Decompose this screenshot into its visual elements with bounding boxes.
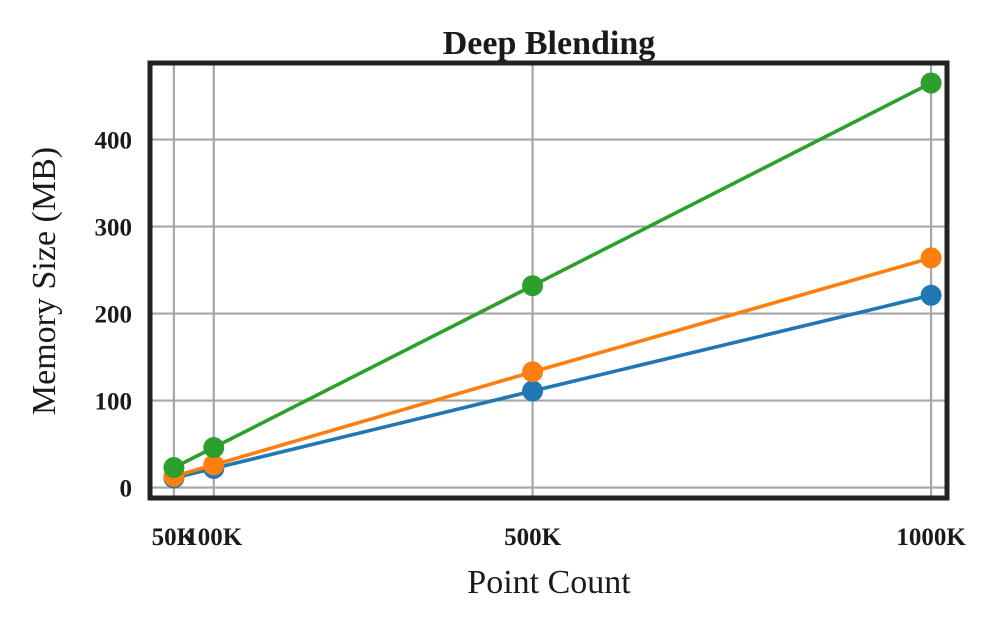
series-line: [173, 81, 932, 470]
data-point: [522, 380, 544, 402]
x-axis-label: Point Count: [467, 564, 631, 601]
data-point: [203, 437, 225, 459]
plot-frame: [147, 60, 950, 501]
series-line: [173, 293, 932, 480]
x-tick-label: 500K: [504, 524, 562, 551]
x-tick-label: 100K: [185, 524, 243, 551]
y-axis-label: Memory Size (MB): [26, 147, 63, 415]
data-point: [163, 457, 185, 479]
series-1: [163, 284, 942, 489]
y-tick-label: 100: [95, 389, 133, 416]
series-group: [163, 72, 942, 489]
x-tick-label: 1000K: [896, 524, 966, 551]
y-tick-label: 400: [95, 128, 133, 155]
grid: [150, 63, 947, 498]
data-point: [522, 275, 544, 297]
y-tick-label: 300: [95, 215, 133, 242]
x-tick-label: 50K: [152, 524, 197, 551]
data-point: [920, 72, 942, 94]
series-3: [163, 72, 942, 479]
y-tick-labels: 0 100 200 300 400: [95, 128, 133, 503]
chart-title: Deep Blending: [443, 25, 656, 62]
data-point: [522, 361, 544, 383]
data-point: [203, 454, 225, 476]
data-point: [920, 284, 942, 306]
series-line: [173, 256, 932, 479]
y-tick-label: 200: [95, 302, 133, 329]
data-point: [920, 247, 942, 269]
y-tick-label: 0: [120, 476, 133, 503]
